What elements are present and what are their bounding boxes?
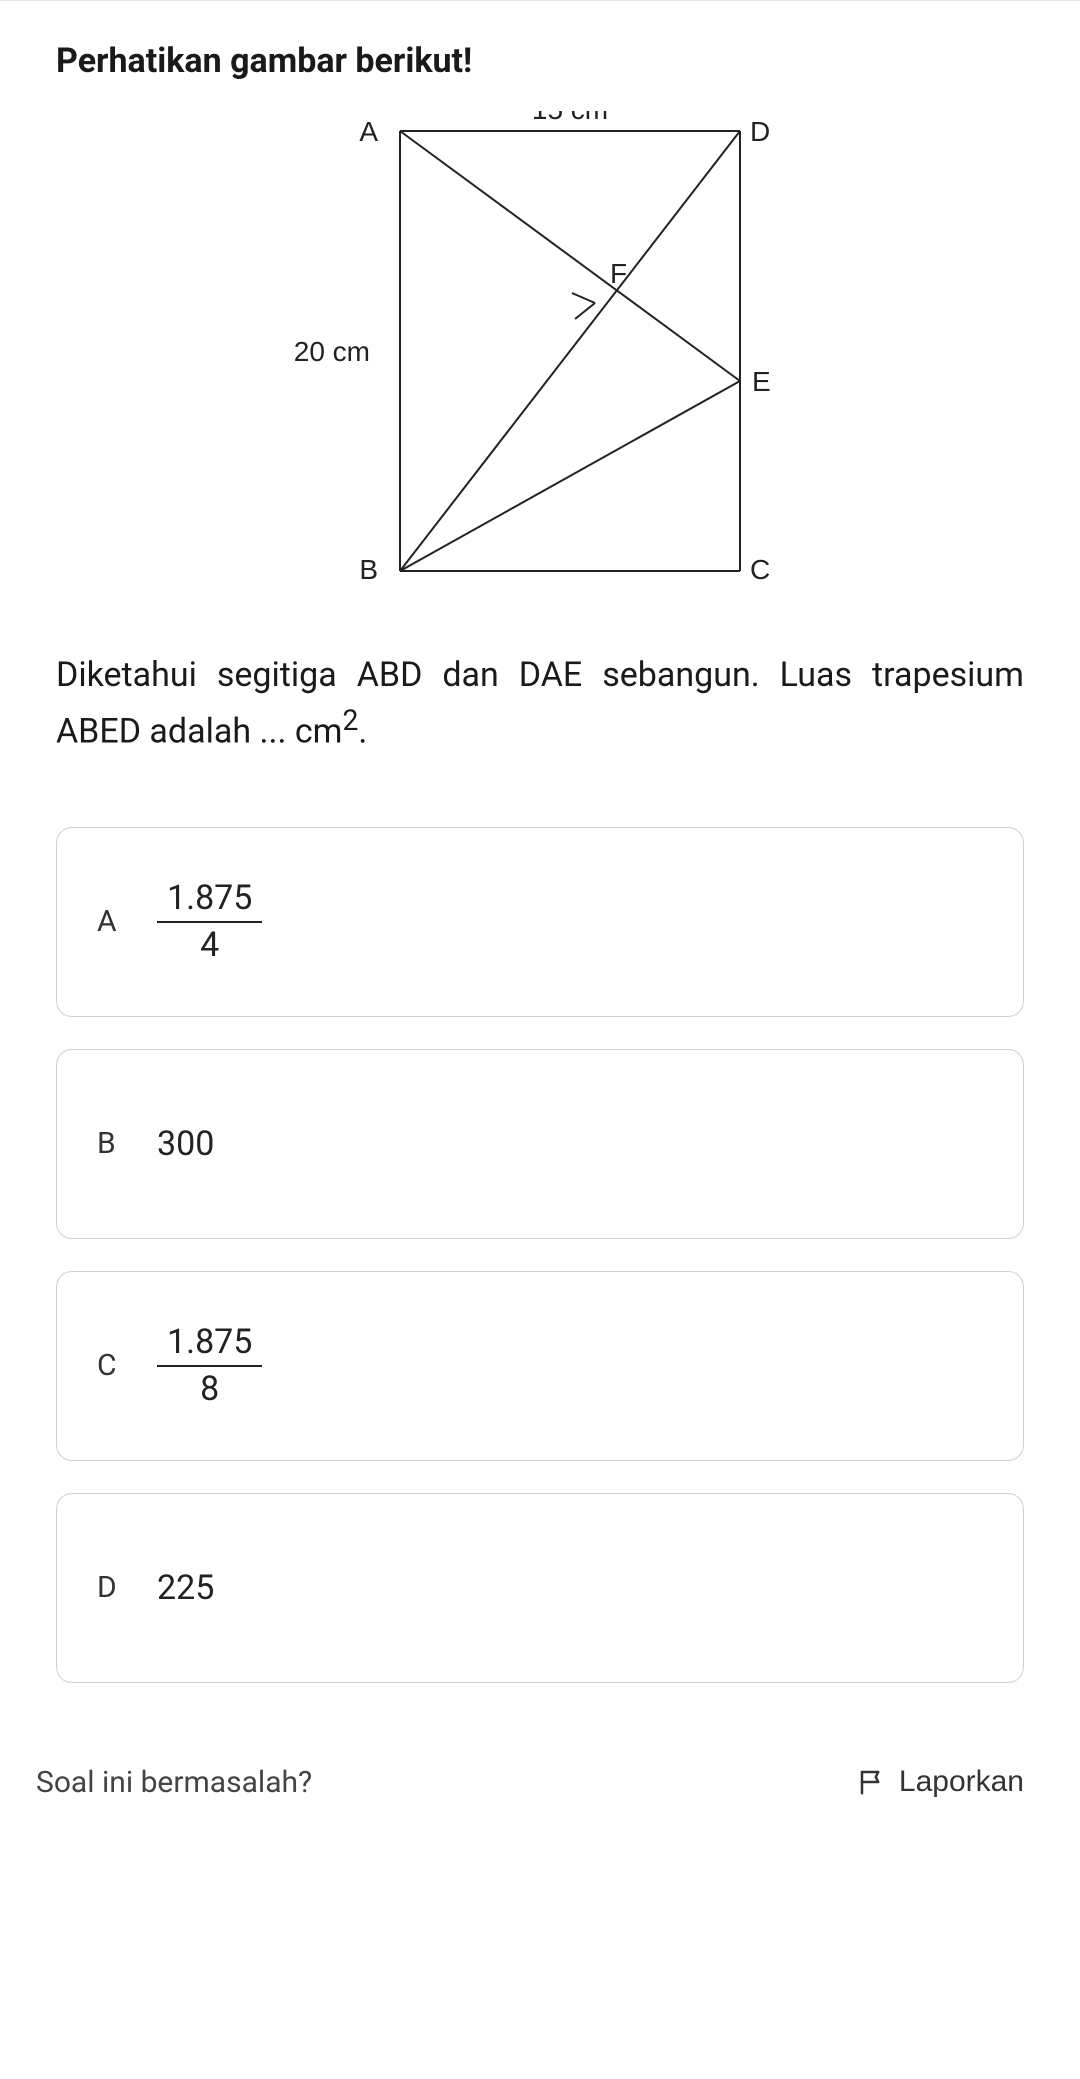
question-title: Perhatikan gambar berikut! — [56, 41, 1024, 81]
option-value: 225 — [157, 1568, 214, 1608]
report-button[interactable]: Laporkan — [857, 1765, 1024, 1799]
geometry-figure: A D B C E F 15 cm 20 cm — [280, 111, 800, 611]
option-d[interactable]: D225 — [56, 1493, 1024, 1683]
svg-text:A: A — [359, 116, 378, 147]
option-letter: C — [97, 1348, 157, 1383]
svg-text:D: D — [750, 116, 770, 147]
question-part1: Diketahui segitiga ABD dan DAE sebangun.… — [56, 655, 1024, 752]
unit-base: cm — [295, 712, 343, 752]
option-value: 1.8758 — [157, 1324, 262, 1409]
figure-container: A D B C E F 15 cm 20 cm — [56, 111, 1024, 611]
footer-problem-text: Soal ini bermasalah? — [36, 1765, 312, 1800]
options-list: A1.8754 B300 C1.8758 D225 — [56, 827, 1024, 1683]
svg-text:E: E — [752, 366, 771, 397]
option-b[interactable]: B300 — [56, 1049, 1024, 1239]
svg-text:20 cm: 20 cm — [294, 336, 370, 367]
option-value: 300 — [157, 1124, 214, 1164]
flag-icon — [857, 1767, 887, 1797]
option-value: 1.8754 — [157, 880, 262, 965]
svg-text:C: C — [750, 554, 770, 585]
option-letter: D — [97, 1570, 157, 1605]
unit-exp: 2 — [342, 704, 358, 737]
question-text: Diketahui segitiga ABD dan DAE sebangun.… — [56, 651, 1024, 757]
question-part2: . — [358, 712, 367, 752]
footer-bar: Soal ini bermasalah? Laporkan — [0, 1735, 1080, 1830]
question-content: Perhatikan gambar berikut! A D B C E F 15 cm 20… — [0, 1, 1080, 1735]
svg-text:B: B — [359, 554, 378, 585]
option-letter: B — [97, 1126, 157, 1161]
report-label: Laporkan — [899, 1765, 1024, 1799]
option-a[interactable]: A1.8754 — [56, 827, 1024, 1017]
option-c[interactable]: C1.8758 — [56, 1271, 1024, 1461]
svg-text:15 cm: 15 cm — [532, 111, 608, 125]
option-letter: A — [97, 904, 157, 939]
svg-text:F: F — [610, 258, 627, 289]
